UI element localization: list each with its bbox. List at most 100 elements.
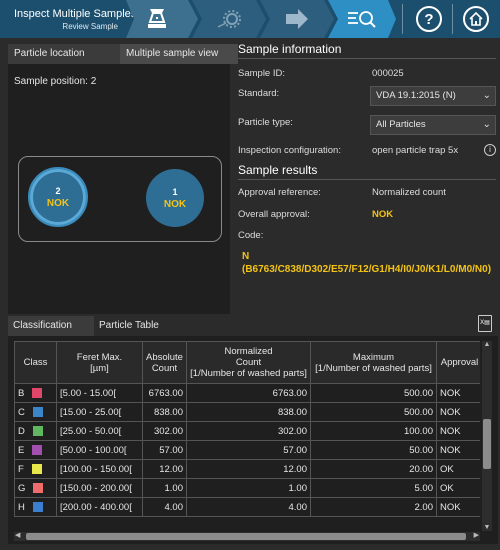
scroll-down-icon[interactable]: ▼ (483, 524, 491, 531)
sample-2-button[interactable]: 2 NOK (28, 167, 88, 227)
arrow-right-icon (286, 9, 308, 29)
cell-class: E (14, 440, 57, 460)
scroll-right-icon[interactable]: ▶ (473, 532, 479, 539)
sample-holder: 2 NOK 1 NOK (18, 156, 222, 242)
cell-absolute-count: 838.00 (142, 402, 187, 422)
sample-1-button[interactable]: 1 NOK (146, 169, 204, 227)
table-row[interactable]: E [50.00 - 100.00[57.00 57.00 50.00 NOK (14, 440, 480, 460)
sample-number: 1 (172, 186, 178, 197)
header-separator (402, 4, 403, 34)
cell-maximum: 2.00 (310, 497, 437, 517)
table-row[interactable]: G [150.00 - 200.00[1.00 1.00 5.00 OK (14, 478, 480, 498)
table-row[interactable]: C [15.00 - 25.00[838.00 838.00 500.00 NOK (14, 402, 480, 422)
cell-maximum: 500.00 (310, 402, 437, 422)
cell-feret-range: [100.00 - 150.00[ (56, 459, 143, 479)
particle-type-label: Particle type: (238, 117, 293, 128)
standard-select[interactable]: VDA 19.1:2015 (N) ⌄ (370, 86, 496, 106)
cell-absolute-count: 12.00 (142, 459, 187, 479)
cell-normalized-count: 12.00 (186, 459, 311, 479)
settings-step[interactable] (192, 0, 266, 38)
cell-class: C (14, 402, 57, 422)
scrollbar-thumb[interactable] (26, 533, 466, 540)
table-row[interactable]: F [100.00 - 150.00[12.00 12.00 20.00 OK (14, 459, 480, 479)
help-button[interactable]: ? (416, 6, 442, 32)
classification-table-viewport: Class Feret Max. [µm] Absolute Count Norma… (14, 341, 480, 531)
scroll-left-icon[interactable]: ◀ (15, 532, 21, 539)
standard-value: VDA 19.1:2015 (N) (376, 90, 456, 101)
sample-id-label: Sample ID: (238, 68, 285, 79)
info-icon[interactable]: i (484, 144, 496, 156)
cell-maximum: 20.00 (310, 459, 437, 479)
tab-particle-table[interactable]: Particle Table (94, 316, 174, 336)
table-row[interactable]: D [25.00 - 50.00[302.00 302.00 100.00 NOK (14, 421, 480, 441)
scrollbar-thumb[interactable] (483, 419, 491, 469)
cell-absolute-count: 6763.00 (142, 383, 187, 403)
table-row[interactable]: B [5.00 - 15.00[6763.00 6763.00 500.00 NOK (14, 383, 480, 403)
class-color-swatch (32, 425, 43, 436)
microscope-icon (148, 9, 166, 28)
tab-classification-table[interactable]: Classification Table (8, 316, 94, 351)
code-label: Code: (238, 230, 264, 241)
list-search-icon (348, 11, 376, 28)
scroll-up-icon[interactable]: ▲ (483, 341, 491, 348)
table-row[interactable]: H [200.00 - 400.00[4.00 4.00 2.00 NOK (14, 497, 480, 517)
classification-table: Class Feret Max. [µm] Absolute Count Norma… (14, 341, 480, 517)
particle-type-select[interactable]: All Particles ⌄ (370, 115, 496, 135)
sample-results-title: Sample results (238, 163, 496, 180)
cell-maximum: 5.00 (310, 478, 437, 498)
chevron-down-icon: ⌄ (482, 90, 491, 101)
cell-feret-range: [150.00 - 200.00[ (56, 478, 143, 498)
sample-id-value: 000025 (372, 68, 404, 79)
cell-absolute-count: 57.00 (142, 440, 187, 460)
vertical-scrollbar[interactable]: ▲ ▼ (482, 341, 492, 531)
chevron-down-icon: ⌄ (482, 119, 491, 130)
cell-absolute-count: 1.00 (142, 478, 187, 498)
class-color-swatch (32, 387, 43, 398)
cell-feret-range: [5.00 - 15.00[ (56, 383, 143, 403)
next-step[interactable] (260, 0, 334, 38)
excel-export-icon[interactable]: X▤ (478, 315, 492, 332)
cell-class: B (14, 383, 57, 403)
column-header-absolute[interactable]: Absolute Count (142, 341, 187, 384)
cell-absolute-count: 302.00 (142, 421, 187, 441)
review-step[interactable] (328, 0, 396, 38)
column-header-normalized[interactable]: Normalized Count [1/Number of washed parts… (186, 341, 311, 384)
horizontal-scrollbar[interactable]: ◀ ▶ (14, 532, 480, 541)
cell-approval: NOK (436, 440, 480, 460)
inspection-step[interactable] (126, 0, 198, 38)
column-header-class[interactable]: Class (14, 341, 57, 384)
cell-class: D (14, 421, 57, 441)
column-header-maximum[interactable]: Maximum [1/Number of washed parts] (310, 341, 437, 384)
app-title: Inspect Multiple Samples (14, 8, 137, 20)
cell-feret-range: [50.00 - 100.00[ (56, 440, 143, 460)
cell-approval: NOK (436, 497, 480, 517)
sample-status: NOK (163, 198, 187, 210)
class-color-swatch (32, 444, 43, 455)
cell-maximum: 500.00 (310, 383, 437, 403)
inspection-config-label: Inspection configuration: (238, 145, 341, 156)
cell-approval: NOK (436, 383, 480, 403)
overall-approval-value: NOK (372, 209, 394, 220)
cell-feret-range: [200.00 - 400.00[ (56, 497, 143, 517)
cell-normalized-count: 1.00 (186, 478, 311, 498)
sample-position-label: Sample position: 2 (14, 76, 97, 87)
column-header-approval[interactable]: Approval (436, 341, 480, 384)
column-header-feret[interactable]: Feret Max. [µm] (56, 341, 143, 384)
tab-multiple-sample-view[interactable]: Multiple sample view (120, 44, 238, 64)
help-icon: ? (424, 10, 434, 28)
inspection-config-value: open particle trap 5x (372, 145, 459, 156)
cell-approval: OK (436, 459, 480, 479)
class-color-swatch (32, 406, 43, 417)
cell-normalized-count: 4.00 (186, 497, 311, 517)
classification-table-panel: Class Feret Max. [µm] Absolute Count Norma… (8, 336, 498, 544)
cell-normalized-count: 6763.00 (186, 383, 311, 403)
cell-class: F (14, 459, 57, 479)
home-icon (469, 11, 483, 26)
tab-particle-location[interactable]: Particle location (8, 44, 120, 64)
gear-icon (217, 10, 241, 28)
cell-class: H (14, 497, 57, 517)
cell-approval: OK (436, 478, 480, 498)
workflow-steps-graphic (126, 0, 396, 38)
class-color-swatch (33, 482, 44, 493)
home-button[interactable] (463, 6, 489, 32)
